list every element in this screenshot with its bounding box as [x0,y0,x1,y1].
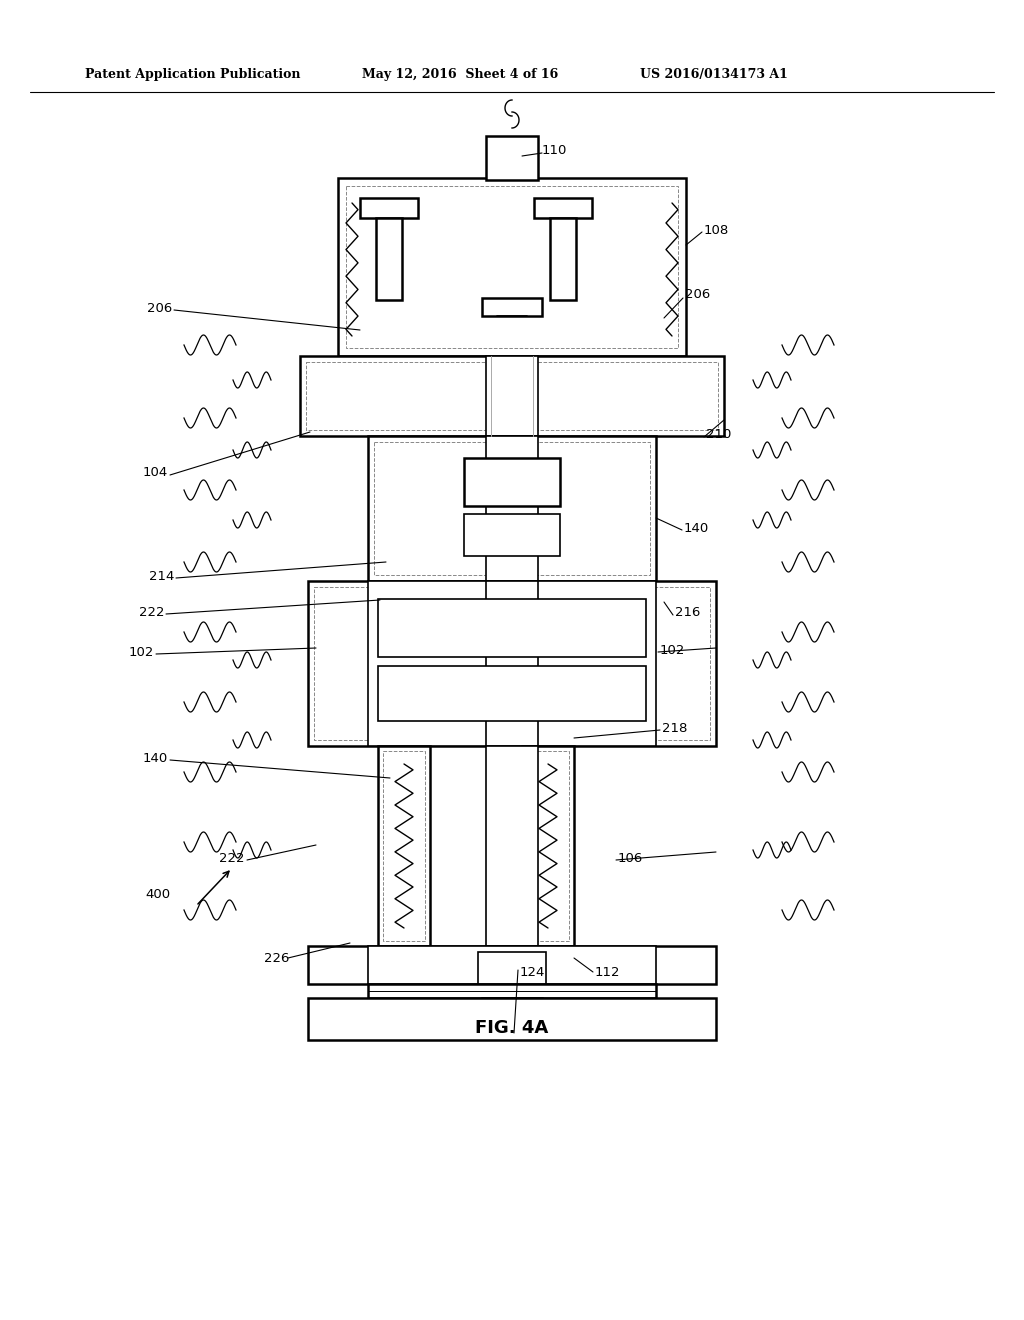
Text: 226: 226 [264,952,290,965]
Bar [383,751,425,941]
Bar [482,298,542,315]
Bar [374,442,650,576]
Text: 108: 108 [705,223,729,236]
Bar [378,599,646,657]
Bar [478,952,546,983]
Text: 102: 102 [660,644,685,656]
Text: 206: 206 [146,301,172,314]
Bar [550,218,575,300]
Text: 218: 218 [662,722,687,734]
Bar [314,587,710,741]
Bar [368,581,656,746]
Text: 210: 210 [706,429,731,441]
Text: 106: 106 [618,851,643,865]
Bar [346,186,678,348]
Bar [308,946,716,983]
Bar [486,581,538,746]
Text: FIG. 4A: FIG. 4A [475,1019,549,1038]
Text: Patent Application Publication: Patent Application Publication [85,69,300,81]
Bar [534,198,592,218]
Text: 102: 102 [129,645,154,659]
Bar [360,198,418,218]
Text: 140: 140 [142,751,168,764]
Text: 104: 104 [142,466,168,479]
Bar [308,581,716,746]
Bar [522,746,574,946]
Bar [376,218,402,300]
Bar [308,998,716,1040]
Text: May 12, 2016  Sheet 4 of 16: May 12, 2016 Sheet 4 of 16 [362,69,558,81]
Text: US 2016/0134173 A1: US 2016/0134173 A1 [640,69,787,81]
Bar [486,436,538,581]
Text: 124: 124 [520,966,546,979]
Bar [520,1026,534,1040]
Text: 222: 222 [138,606,164,619]
Bar [490,1026,504,1040]
Text: 206: 206 [685,289,711,301]
Bar [378,746,430,946]
Text: 140: 140 [684,521,710,535]
Bar [306,362,718,430]
Text: 216: 216 [675,606,700,619]
Bar [486,746,538,946]
Bar [486,356,538,436]
Bar [527,751,569,941]
Bar [368,983,656,998]
Bar [368,946,656,983]
Text: 214: 214 [148,569,174,582]
Bar [368,436,656,581]
Text: 222: 222 [219,851,245,865]
Text: 112: 112 [595,966,621,979]
Text: 110: 110 [542,144,567,157]
Bar [492,1002,532,1022]
Bar [464,513,560,556]
Bar [464,458,560,506]
Text: 400: 400 [144,888,170,902]
Bar [482,998,542,1026]
Bar [378,667,646,721]
Bar [338,178,686,356]
Bar [300,356,724,436]
Bar [486,136,538,180]
